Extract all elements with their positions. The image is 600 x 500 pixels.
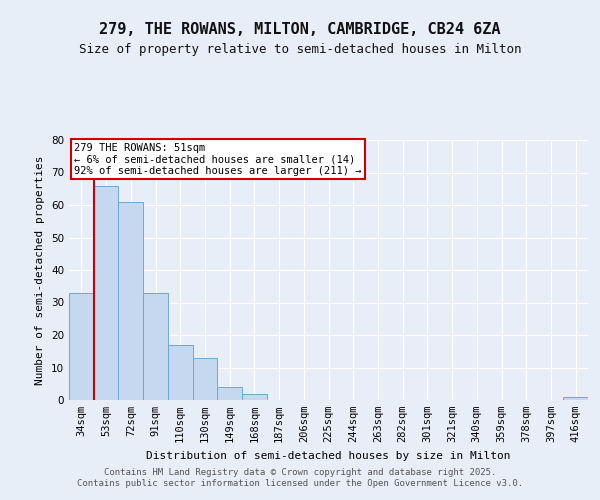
Text: 279, THE ROWANS, MILTON, CAMBRIDGE, CB24 6ZA: 279, THE ROWANS, MILTON, CAMBRIDGE, CB24… — [99, 22, 501, 38]
Text: Size of property relative to semi-detached houses in Milton: Size of property relative to semi-detach… — [79, 42, 521, 56]
Y-axis label: Number of semi-detached properties: Number of semi-detached properties — [35, 155, 46, 385]
X-axis label: Distribution of semi-detached houses by size in Milton: Distribution of semi-detached houses by … — [146, 450, 511, 460]
Bar — [143, 292, 168, 400]
Text: Contains HM Land Registry data © Crown copyright and database right 2025.
Contai: Contains HM Land Registry data © Crown c… — [77, 468, 523, 487]
Bar — [217, 387, 242, 400]
Bar — [94, 186, 118, 400]
Bar — [563, 397, 588, 400]
Bar — [118, 202, 143, 400]
Bar — [242, 394, 267, 400]
Bar — [168, 345, 193, 400]
Bar — [193, 358, 217, 400]
Text: 279 THE ROWANS: 51sqm
← 6% of semi-detached houses are smaller (14)
92% of semi-: 279 THE ROWANS: 51sqm ← 6% of semi-detac… — [74, 142, 362, 176]
Bar — [69, 292, 94, 400]
